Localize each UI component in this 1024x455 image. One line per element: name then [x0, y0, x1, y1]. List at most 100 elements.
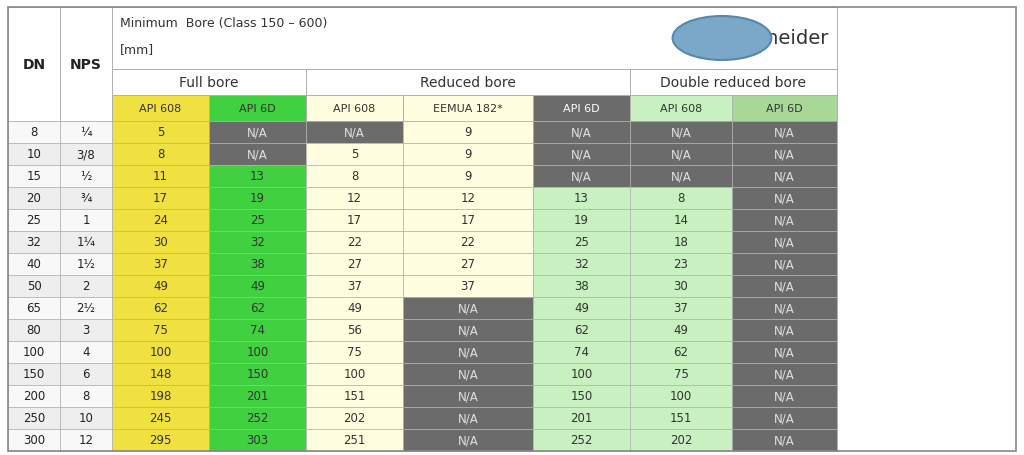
Bar: [112, 70, 306, 96]
Bar: [630, 319, 732, 341]
Bar: [306, 122, 403, 144]
Text: 150: 150: [570, 389, 593, 403]
Bar: [630, 210, 732, 232]
Bar: [630, 232, 732, 253]
Text: 201: 201: [247, 389, 268, 403]
Bar: [630, 122, 732, 144]
Text: ½: ½: [80, 170, 92, 183]
Text: 8: 8: [351, 170, 358, 183]
Bar: [630, 96, 732, 122]
Text: 9: 9: [464, 148, 472, 161]
Bar: [112, 210, 209, 232]
Bar: [403, 275, 534, 298]
Bar: [630, 429, 732, 451]
Bar: [8, 166, 60, 187]
Bar: [403, 96, 534, 122]
Text: schneider: schneider: [734, 30, 829, 48]
Bar: [60, 8, 112, 122]
Text: 19: 19: [250, 192, 265, 205]
Text: 25: 25: [27, 214, 41, 227]
Text: 12: 12: [347, 192, 362, 205]
Bar: [403, 298, 534, 319]
Text: 3/8: 3/8: [77, 148, 95, 161]
Text: API 6D: API 6D: [563, 104, 600, 114]
Bar: [630, 275, 732, 298]
Bar: [630, 166, 732, 187]
Text: 20: 20: [27, 192, 41, 205]
Text: 9: 9: [464, 170, 472, 183]
Bar: [534, 275, 630, 298]
Bar: [306, 275, 403, 298]
Text: 245: 245: [150, 412, 172, 425]
Bar: [8, 363, 60, 385]
Text: [mm]: [mm]: [120, 43, 155, 56]
Bar: [534, 144, 630, 166]
Text: 8: 8: [157, 148, 164, 161]
Text: N/A: N/A: [458, 434, 478, 446]
Bar: [209, 429, 306, 451]
Text: N/A: N/A: [458, 324, 478, 337]
Bar: [112, 407, 209, 429]
Bar: [630, 70, 837, 96]
Text: 17: 17: [461, 214, 475, 227]
Text: 15: 15: [27, 170, 41, 183]
Text: 75: 75: [153, 324, 168, 337]
Bar: [60, 407, 112, 429]
Bar: [534, 253, 630, 275]
Text: 303: 303: [247, 434, 268, 446]
Bar: [732, 232, 837, 253]
Bar: [112, 253, 209, 275]
Text: s: s: [718, 31, 726, 46]
Bar: [112, 385, 209, 407]
Bar: [112, 144, 209, 166]
Text: 4: 4: [82, 346, 90, 359]
Text: 10: 10: [79, 412, 93, 425]
Text: NPS: NPS: [70, 58, 102, 72]
Bar: [8, 298, 60, 319]
Text: 25: 25: [250, 214, 265, 227]
Text: 22: 22: [347, 236, 362, 249]
Text: 100: 100: [670, 389, 692, 403]
Text: 100: 100: [150, 346, 172, 359]
Text: Full bore: Full bore: [179, 76, 239, 90]
Text: 32: 32: [574, 258, 589, 271]
Text: 9: 9: [464, 126, 472, 139]
Bar: [403, 253, 534, 275]
Text: 202: 202: [343, 412, 366, 425]
Bar: [630, 144, 732, 166]
Bar: [112, 341, 209, 363]
Text: N/A: N/A: [774, 324, 795, 337]
Text: 56: 56: [347, 324, 361, 337]
Text: 100: 100: [247, 346, 268, 359]
Bar: [112, 298, 209, 319]
Text: 18: 18: [674, 236, 688, 249]
Bar: [306, 70, 630, 96]
Bar: [60, 341, 112, 363]
Bar: [732, 96, 837, 122]
Text: N/A: N/A: [774, 258, 795, 271]
Bar: [306, 407, 403, 429]
Text: 300: 300: [23, 434, 45, 446]
Text: 3: 3: [82, 324, 90, 337]
Text: API 6D: API 6D: [240, 104, 275, 114]
Bar: [732, 253, 837, 275]
Text: 49: 49: [250, 280, 265, 293]
Bar: [403, 407, 534, 429]
Text: 100: 100: [23, 346, 45, 359]
Bar: [306, 210, 403, 232]
Bar: [209, 210, 306, 232]
Text: 17: 17: [347, 214, 362, 227]
Text: N/A: N/A: [774, 434, 795, 446]
Bar: [534, 385, 630, 407]
Bar: [534, 429, 630, 451]
Text: 252: 252: [570, 434, 593, 446]
Bar: [732, 429, 837, 451]
Text: 151: 151: [343, 389, 366, 403]
Bar: [732, 319, 837, 341]
Text: 151: 151: [670, 412, 692, 425]
Bar: [60, 385, 112, 407]
Bar: [60, 166, 112, 187]
Text: 49: 49: [674, 324, 688, 337]
Bar: [306, 429, 403, 451]
Bar: [403, 144, 534, 166]
